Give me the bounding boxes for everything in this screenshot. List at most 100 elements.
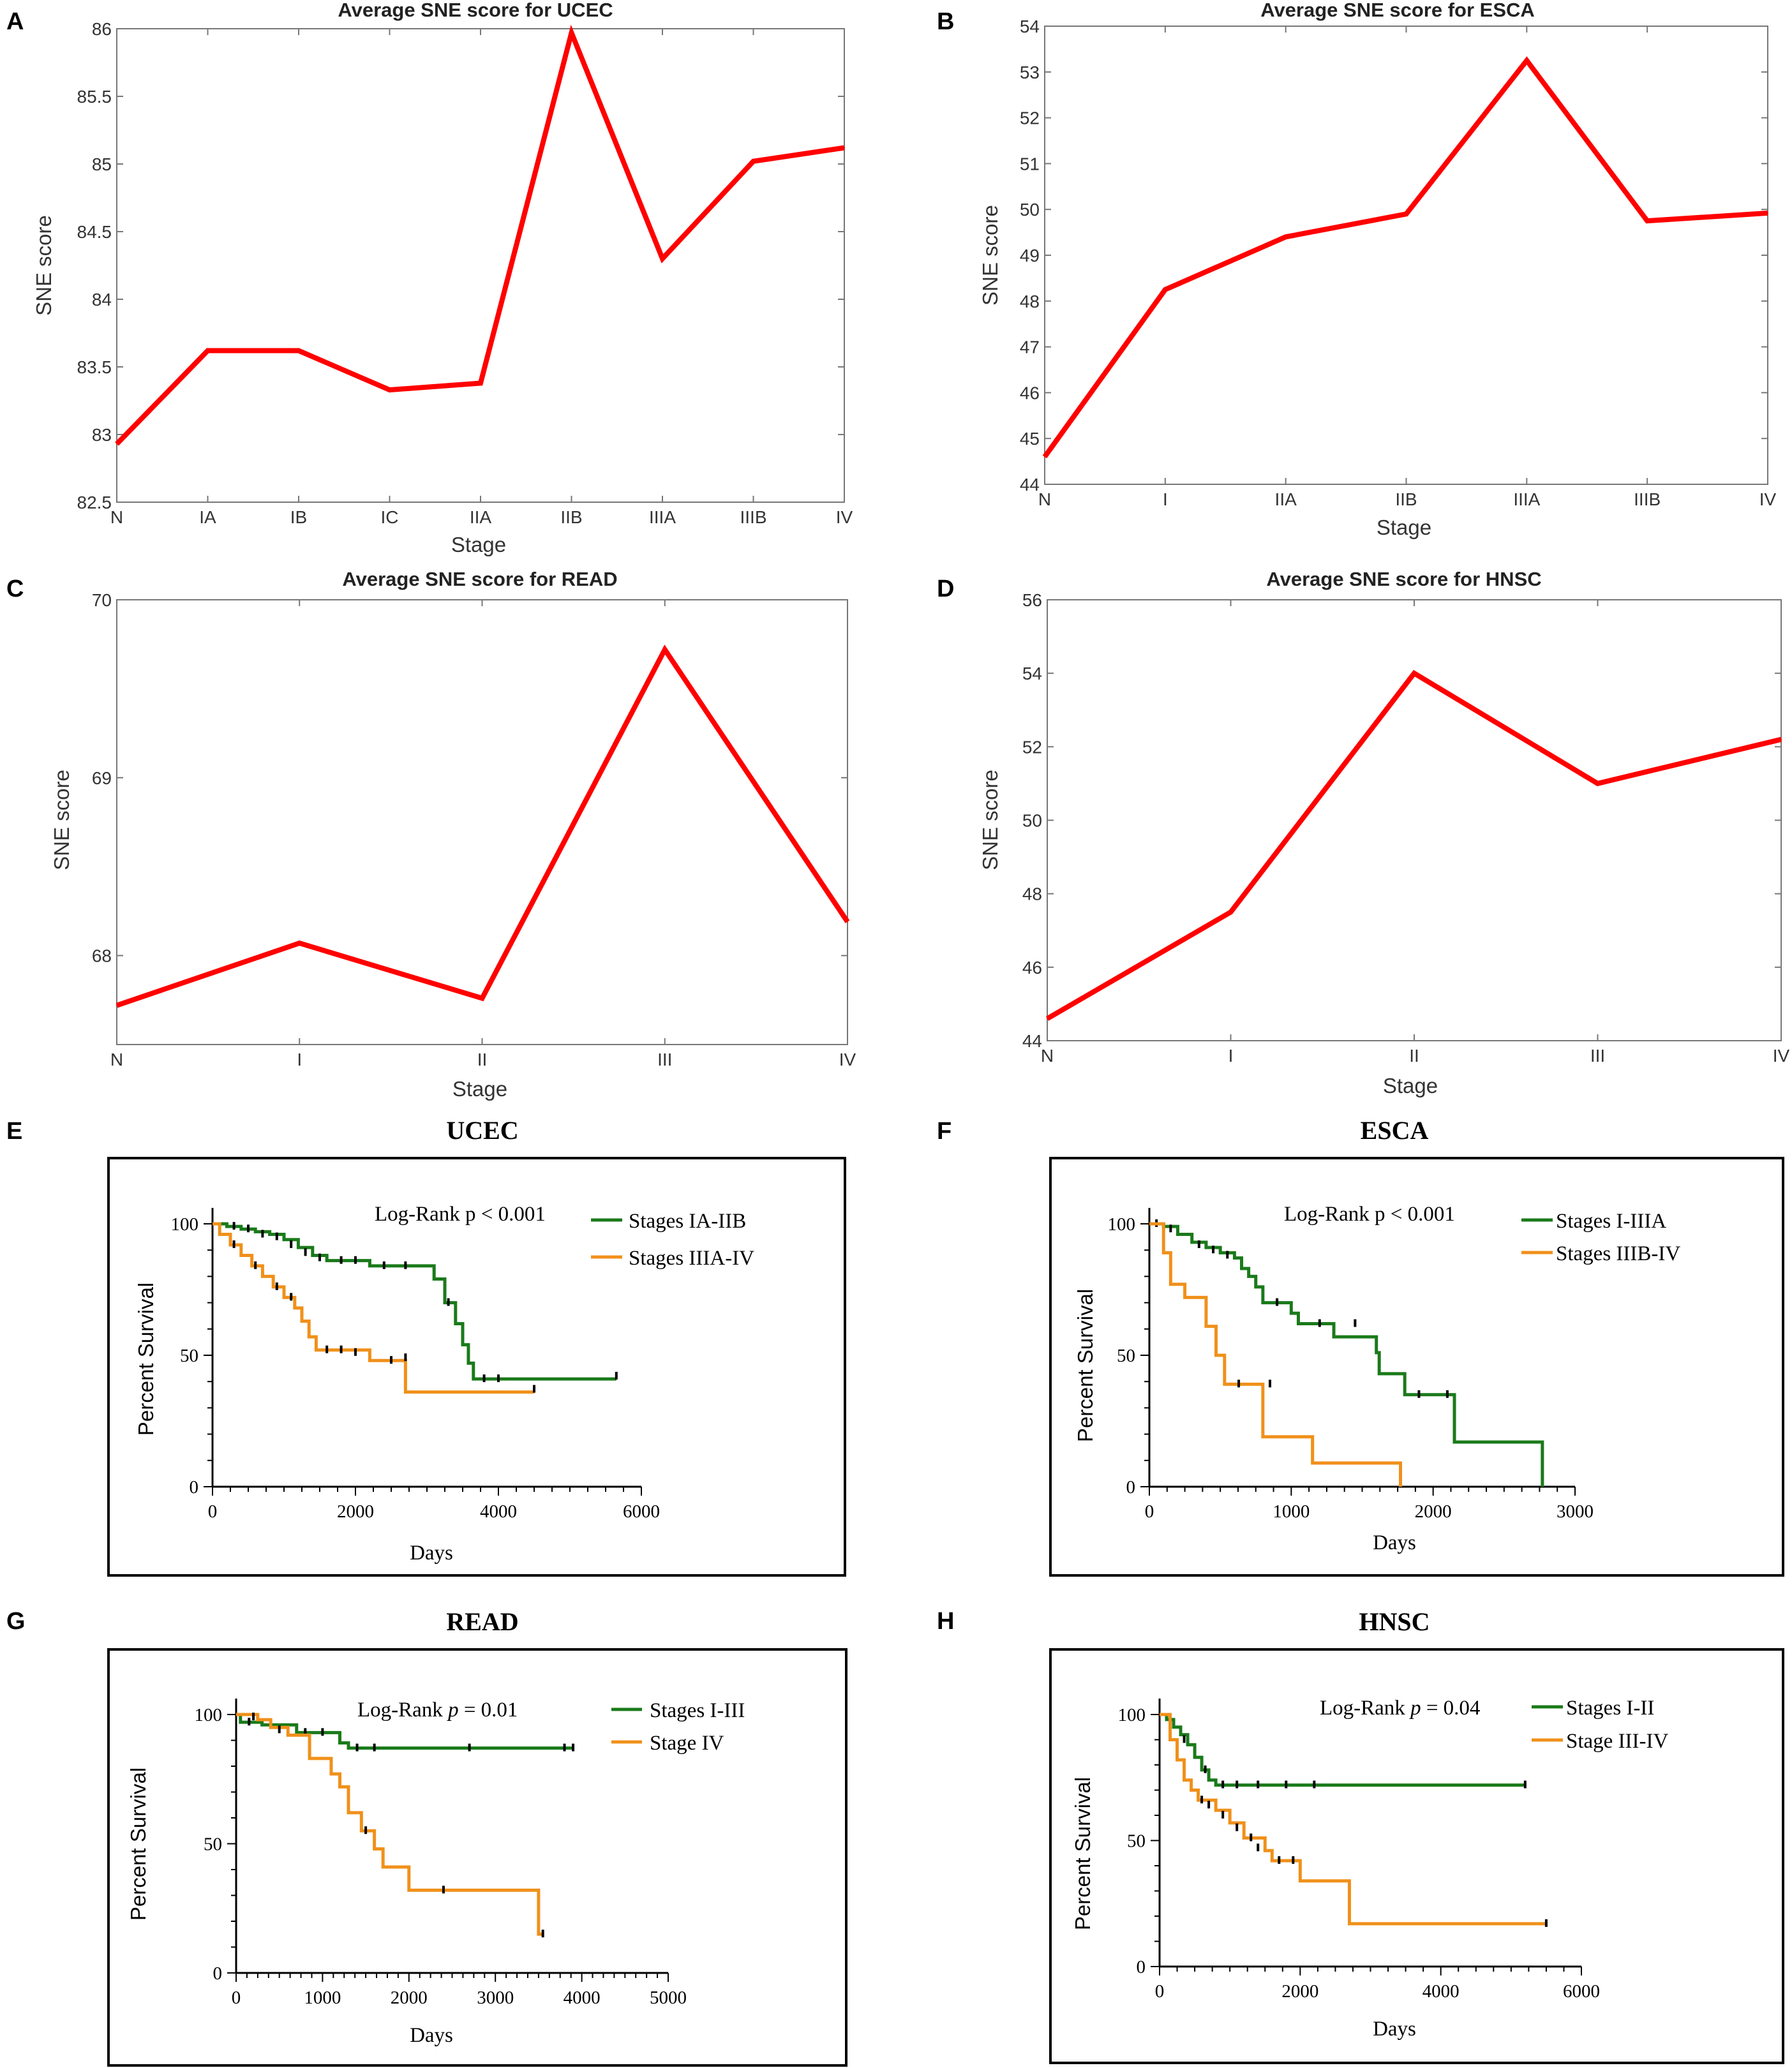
chart-title: Average SNE score for UCEC: [338, 0, 613, 21]
legend-label: Stages I-II: [1566, 1697, 1654, 1720]
x-tick-label: N: [1041, 1046, 1054, 1066]
chart-title: READ: [446, 1607, 518, 1636]
x-tick-label: N: [110, 1050, 123, 1069]
data-point: [1781, 738, 1782, 740]
panel-b: B Average SNE score for ESCA 54 53 52 51 50 4…: [937, 0, 1777, 539]
x-tick-label: 4000: [1422, 1981, 1460, 2002]
series-line: [116, 644, 850, 1008]
survival-curve-orange: [213, 1222, 534, 1394]
survival-curve-orange: [236, 1713, 544, 1936]
data-point: [1285, 236, 1287, 238]
chart-title: ESCA: [1361, 1116, 1429, 1145]
y-tick-label: 84.5: [77, 222, 112, 242]
logrank-label: Log-Rank p = 0.01: [357, 1699, 518, 1722]
data-point: [844, 147, 845, 149]
x-tick-label: II: [1409, 1046, 1419, 1066]
x-axis-label: Days: [410, 2024, 453, 2047]
y-axis-label: Percent Survival: [1073, 1289, 1097, 1442]
panel-label-h: H: [937, 1608, 954, 1635]
chart-box: [1049, 1648, 1784, 2064]
plot-frame: [1047, 599, 1782, 1041]
y-tick-label: 54: [1022, 664, 1042, 683]
chart-title: Average SNE score for ESCA: [1260, 0, 1535, 21]
x-tick-label: IV: [839, 1050, 856, 1069]
y-tick-label: 68: [92, 946, 112, 966]
y-axis-label: Percent Survival: [126, 1767, 150, 1921]
plot-frame: [1044, 26, 1768, 485]
data-point: [1405, 213, 1407, 215]
y-tick-label: 0: [190, 1477, 199, 1498]
y-tick-label: 56: [1022, 590, 1042, 610]
x-tick-label: IIB: [560, 507, 582, 527]
x-tick-label: 5000: [650, 1988, 687, 2008]
legend-label: Stages I-IIIA: [1556, 1210, 1666, 1233]
x-tick-label: 0: [1145, 1501, 1154, 1522]
x-tick-label: 4000: [564, 1988, 601, 2008]
x-tick-label: IV: [836, 507, 853, 527]
x-axis-label: Days: [410, 1542, 453, 1565]
y-tick-label: 100: [1108, 1214, 1136, 1235]
data-point: [662, 258, 663, 260]
y-tick-label: 50: [204, 1834, 222, 1855]
x-tick-label: IA: [199, 507, 216, 527]
y-tick-label: 46: [1022, 958, 1042, 978]
legend: Stages IA-IIB Stages IIIA-IV: [591, 1210, 754, 1270]
legend-label: Stages I-III: [650, 1699, 745, 1722]
y-tick-label: 69: [92, 768, 112, 788]
y-tick-label: 0: [213, 1963, 223, 1984]
x-tick-label: IB: [290, 507, 307, 527]
data-point: [116, 1004, 117, 1006]
y-axis-label: Percent Survival: [1071, 1777, 1094, 1930]
chart-title: UCEC: [446, 1116, 518, 1145]
data-point: [116, 443, 117, 445]
y-tick-label: 0: [1126, 1477, 1136, 1498]
y-tick-label: 85.5: [77, 87, 112, 107]
legend-label: Stages IA-IIB: [629, 1210, 746, 1233]
x-tick-label: 2000: [391, 1988, 428, 2008]
series-line: [1042, 56, 1768, 459]
x-tick-label: IV: [1759, 489, 1777, 509]
line-chart-a: 86 85.5 85 84.5 84 83.5 83 82.5N IA IB IC IIA IIB III…: [77, 19, 853, 527]
panel-label-f: F: [937, 1118, 952, 1145]
data-point: [1646, 220, 1648, 222]
y-tick-label: 50: [1020, 200, 1040, 219]
x-tick-label: III: [1590, 1046, 1605, 1066]
y-tick-label: 70: [92, 590, 112, 610]
x-axis-label: Days: [1373, 1531, 1416, 1554]
y-axis-label: SNE score: [978, 770, 1002, 870]
survival-curve-orange: [1149, 1222, 1403, 1487]
y-tick-label: 0: [1137, 1957, 1146, 1977]
legend-label: Stage III-IV: [1566, 1730, 1669, 1753]
data-point: [207, 350, 209, 352]
chart-box: [107, 1157, 846, 1577]
x-axis-label: Stage: [452, 1077, 507, 1101]
x-tick-label: N: [1038, 489, 1051, 509]
x-tick-label: IV: [1773, 1046, 1790, 1066]
y-tick-label: 52: [1020, 108, 1040, 128]
x-tick-label: 4000: [480, 1501, 517, 1522]
survival-curve-green: [213, 1222, 616, 1381]
survival-curve-green: [1160, 1713, 1525, 1787]
panel-h: H HNSC 100 50 00 2000 4000 6000 Log-Rank p = …: [937, 1607, 1784, 2064]
x-tick-label: 0: [1155, 1981, 1165, 2002]
x-tick-label: 2000: [337, 1501, 374, 1522]
data-point: [299, 942, 301, 944]
panel-label-g: G: [6, 1608, 26, 1635]
y-axis-label: SNE score: [32, 215, 56, 316]
y-tick-label: 52: [1022, 737, 1042, 757]
y-tick-label: 50: [1022, 811, 1042, 831]
legend: Stages I-II Stage III-IV: [1532, 1697, 1669, 1753]
legend-label: Stages IIIB-IV: [1556, 1242, 1680, 1265]
x-tick-label: 2000: [1281, 1981, 1318, 2002]
y-tick-label: 54: [1020, 17, 1040, 36]
y-tick-label: 100: [1118, 1705, 1146, 1725]
x-axis-label: Stage: [451, 533, 506, 556]
x-tick-label: 3000: [477, 1988, 514, 2008]
y-tick-label: 100: [195, 1705, 223, 1725]
panel-label-c: C: [6, 576, 24, 602]
legend-label: Stage IV: [650, 1732, 724, 1755]
